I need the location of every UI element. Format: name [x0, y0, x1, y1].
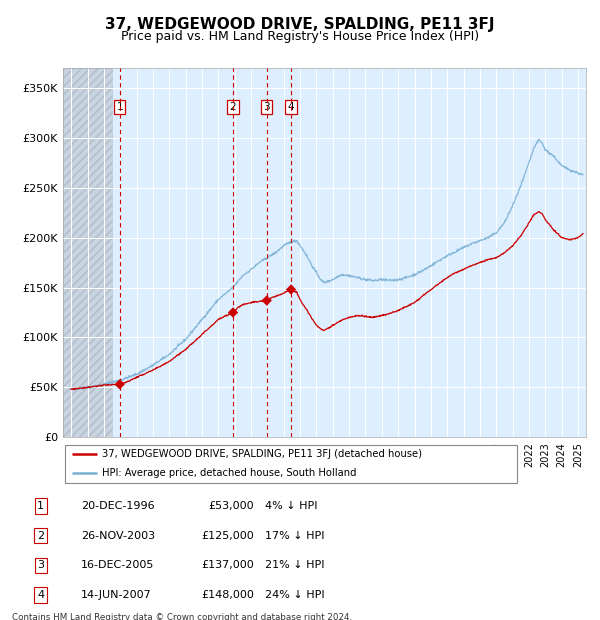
- Bar: [63, 68, 112, 437]
- Text: £125,000: £125,000: [201, 531, 254, 541]
- Point: [262, 296, 272, 306]
- Point: [228, 308, 238, 317]
- Bar: [63, 68, 112, 437]
- Text: 2: 2: [230, 102, 236, 112]
- Text: Price paid vs. HM Land Registry's House Price Index (HPI): Price paid vs. HM Land Registry's House …: [121, 30, 479, 43]
- Text: 24% ↓ HPI: 24% ↓ HPI: [265, 590, 325, 600]
- Text: HPI: Average price, detached house, South Holland: HPI: Average price, detached house, Sout…: [102, 469, 356, 479]
- Text: 26-NOV-2003: 26-NOV-2003: [81, 531, 155, 541]
- Text: 4% ↓ HPI: 4% ↓ HPI: [265, 501, 318, 511]
- Text: 1: 1: [37, 501, 44, 511]
- Text: 2: 2: [37, 531, 44, 541]
- FancyBboxPatch shape: [65, 445, 517, 483]
- Text: 1: 1: [116, 102, 123, 112]
- Text: Contains HM Land Registry data © Crown copyright and database right 2024.
This d: Contains HM Land Registry data © Crown c…: [12, 613, 352, 620]
- Text: £148,000: £148,000: [201, 590, 254, 600]
- Text: 37, WEDGEWOOD DRIVE, SPALDING, PE11 3FJ: 37, WEDGEWOOD DRIVE, SPALDING, PE11 3FJ: [105, 17, 495, 32]
- Text: £137,000: £137,000: [201, 560, 254, 570]
- Text: 20-DEC-1996: 20-DEC-1996: [81, 501, 155, 511]
- Text: 4: 4: [37, 590, 44, 600]
- Text: 16-DEC-2005: 16-DEC-2005: [81, 560, 154, 570]
- Text: 17% ↓ HPI: 17% ↓ HPI: [265, 531, 325, 541]
- Text: 14-JUN-2007: 14-JUN-2007: [81, 590, 152, 600]
- Text: 37, WEDGEWOOD DRIVE, SPALDING, PE11 3FJ (detached house): 37, WEDGEWOOD DRIVE, SPALDING, PE11 3FJ …: [102, 449, 422, 459]
- Point: [286, 285, 296, 294]
- Point: [115, 379, 125, 389]
- Text: 4: 4: [288, 102, 295, 112]
- Text: 3: 3: [263, 102, 270, 112]
- Text: £53,000: £53,000: [208, 501, 254, 511]
- Text: 21% ↓ HPI: 21% ↓ HPI: [265, 560, 325, 570]
- Text: 3: 3: [37, 560, 44, 570]
